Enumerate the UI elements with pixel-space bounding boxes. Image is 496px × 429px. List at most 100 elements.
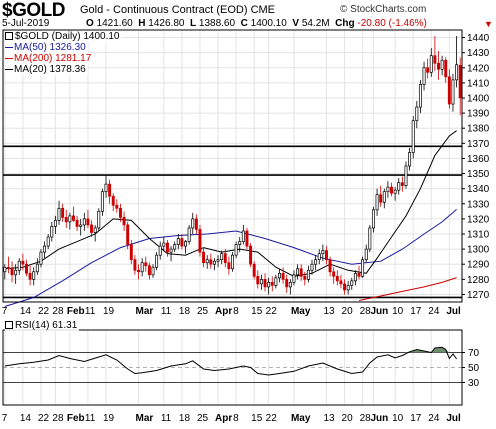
open-label: O — [86, 18, 94, 29]
candle-body — [455, 64, 459, 81]
candle-body — [137, 269, 141, 273]
candle-body — [274, 277, 278, 286]
candle-body — [118, 207, 122, 218]
candle — [100, 188, 104, 216]
candle — [451, 73, 455, 112]
candle-body — [393, 189, 397, 194]
candle — [364, 244, 368, 263]
candle — [458, 57, 462, 116]
candle-body — [361, 259, 365, 277]
candle — [353, 270, 357, 286]
candle — [296, 264, 300, 280]
candle-body — [64, 217, 68, 223]
candle-body — [61, 207, 65, 218]
candle-body — [111, 195, 115, 206]
candle-body — [281, 272, 285, 280]
candle-body — [169, 248, 173, 253]
candle-body — [97, 210, 101, 229]
rsi-xtick-label: 22 — [38, 413, 50, 424]
candle-body — [144, 262, 148, 267]
rsi-xtick-label: 19 — [103, 413, 115, 424]
candle-body — [90, 224, 94, 233]
legend-rsi: RSI(14) 61.31 — [5, 320, 80, 331]
rsi-xtick-label: Jul — [446, 413, 461, 424]
candle — [455, 36, 459, 88]
candle — [310, 259, 314, 275]
down-arrow-icon: ▼ — [484, 19, 493, 29]
candle — [371, 206, 375, 233]
candle-body — [332, 271, 336, 277]
ma50-swatch-icon — [5, 46, 13, 48]
open-value: 1421.60 — [96, 18, 133, 29]
rsi-xtick-label: 15 — [251, 413, 263, 424]
rsi-panel-frame — [2, 329, 463, 406]
candle — [440, 55, 444, 76]
price-xtick-label: 14 — [20, 306, 32, 317]
candle — [3, 264, 7, 280]
rsi-xtick-label: 8 — [233, 413, 239, 424]
candle — [429, 48, 433, 77]
ma20-swatch-icon — [5, 68, 13, 70]
candle — [118, 203, 122, 222]
candle-body — [209, 259, 213, 265]
high-value: 1426.80 — [148, 18, 185, 29]
candle — [191, 212, 195, 234]
candle — [447, 69, 451, 109]
candle-body — [43, 245, 47, 253]
candle-body — [386, 186, 390, 193]
candle-body — [21, 260, 25, 265]
candle — [212, 258, 216, 271]
candle-body — [285, 278, 289, 288]
rsi-ytick-label: 50 — [468, 363, 480, 374]
candle — [50, 221, 54, 242]
price-xtick-label: 28 — [52, 306, 64, 317]
rsi-xtick-label: 22 — [266, 413, 278, 424]
candle — [25, 259, 28, 277]
candle-body — [314, 259, 318, 265]
candle-body — [86, 218, 90, 226]
candle-body — [162, 242, 166, 247]
candle-body — [252, 263, 256, 277]
candle-body — [191, 218, 195, 229]
rsi-xtick-label: 11 — [85, 413, 96, 424]
candle-body — [317, 253, 321, 261]
price-ytick-label: 1270 — [467, 290, 490, 301]
candle-body — [408, 152, 412, 167]
candle-body — [187, 227, 191, 242]
candle — [346, 280, 350, 295]
price-ytick-label: 1370 — [467, 139, 490, 150]
price-ytick-label: 1300 — [467, 245, 490, 256]
candle-body — [220, 253, 224, 261]
candle — [32, 267, 36, 286]
candle — [64, 209, 68, 228]
volume-label: V — [292, 18, 300, 29]
candle-body — [165, 242, 169, 253]
candle — [122, 211, 126, 231]
candle-body — [440, 59, 444, 70]
candle — [216, 255, 220, 268]
candle — [104, 175, 108, 198]
candle-body — [158, 245, 162, 256]
ma200-line — [358, 277, 457, 301]
candle-body — [17, 260, 21, 271]
candle — [223, 249, 227, 268]
candle — [137, 264, 141, 280]
price-xtick-label: 22 — [38, 306, 50, 317]
legend-price: $GOLD (Daily) 1400.10 — [5, 31, 122, 42]
candle — [292, 270, 296, 286]
candle — [249, 243, 253, 268]
legend-ma200: MA(200) 1281.17 — [5, 53, 94, 64]
price-panel-frame — [2, 29, 463, 303]
candle — [350, 277, 354, 290]
candle-body — [72, 215, 75, 221]
candle-body — [400, 182, 404, 186]
candle — [14, 264, 18, 284]
rsi-xtick-label: 28 — [52, 413, 64, 424]
candle — [339, 274, 343, 289]
candle-body — [151, 266, 155, 276]
candle-body — [147, 265, 151, 276]
price-ytick-label: 1320 — [467, 214, 490, 225]
candle-body — [364, 248, 368, 261]
candle-body — [404, 165, 408, 186]
legend-ma20: MA(20) 1378.36 — [5, 64, 88, 75]
